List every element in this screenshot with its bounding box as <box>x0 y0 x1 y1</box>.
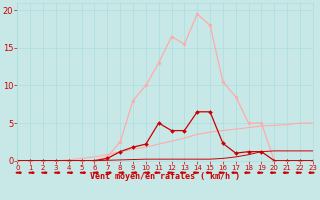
X-axis label: Vent moyen/en rafales ( km/h ): Vent moyen/en rafales ( km/h ) <box>90 172 240 181</box>
